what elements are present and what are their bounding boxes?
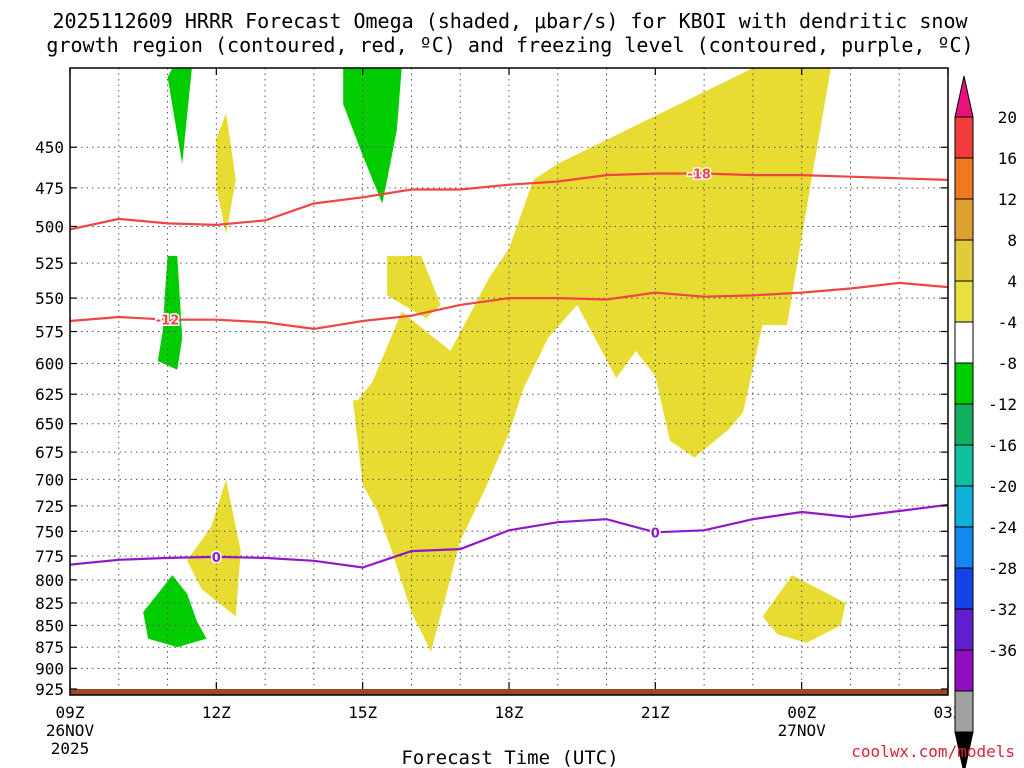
y-tick-label: 725 — [35, 497, 64, 516]
colorbar-swatch — [954, 567, 974, 610]
colorbar-label: -16 — [988, 436, 1017, 455]
colorbar-top-arrow — [954, 75, 974, 118]
x-tick-label: 15Z — [348, 703, 377, 722]
y-tick-label: 825 — [35, 594, 64, 613]
x-tick-year: 2025 — [51, 739, 90, 758]
contour-line--12 — [70, 281, 948, 331]
site-credit: coolwx.com/models — [851, 742, 1015, 761]
colorbar-label: 4 — [1007, 272, 1017, 291]
x-axis-label: Forecast Time (UTC) — [401, 747, 618, 768]
y-tick-label: 525 — [35, 254, 64, 273]
colorbar-bottom-arrow — [954, 731, 974, 768]
y-tick-label: 475 — [35, 179, 64, 198]
y-tick-label: 550 — [35, 289, 64, 308]
y-tick-label: 750 — [35, 522, 64, 541]
colorbar-swatch — [954, 198, 974, 241]
colorbar-label: 12 — [998, 190, 1017, 209]
omega-region-sink-4 — [143, 575, 207, 648]
contour-label: 0 — [651, 526, 660, 541]
x-tick-label: 00Z — [787, 703, 816, 722]
contour-line--18 — [70, 172, 948, 231]
colorbar-swatch — [954, 485, 974, 528]
colorbar-label: -12 — [988, 395, 1017, 414]
y-tick-label: 800 — [35, 571, 64, 590]
colorbar-label: -20 — [988, 477, 1017, 496]
x-tick-label: 18Z — [495, 703, 524, 722]
colorbar-swatch — [954, 280, 974, 323]
colorbar-swatch — [954, 608, 974, 651]
colorbar-swatch — [954, 157, 974, 200]
colorbar-label: 20 — [998, 108, 1017, 127]
y-tick-label: 875 — [35, 638, 64, 657]
y-tick-label: 850 — [35, 616, 64, 635]
y-tick-label: 600 — [35, 355, 64, 374]
x-tick-date: 26NOV — [46, 721, 95, 740]
omega-colorbar: 20 16 12 8 4 -4 -8 -12 -16 -20 -24 -28 -32 -36 — [954, 75, 1017, 768]
omega-region-rise-2 — [387, 255, 441, 319]
colorbar-swatch — [954, 362, 974, 405]
colorbar-swatch — [954, 526, 974, 569]
ground-surface-strip — [70, 689, 948, 695]
colorbar-swatch — [954, 649, 974, 692]
y-tick-label: 700 — [35, 470, 64, 489]
colorbar-label: -24 — [988, 518, 1017, 537]
colorbar-label: -36 — [988, 641, 1017, 660]
x-tick-label: 21Z — [641, 703, 670, 722]
x-tick-label: 12Z — [202, 703, 231, 722]
colorbar-label: -28 — [988, 559, 1017, 578]
omega-region-sink-3 — [343, 68, 402, 204]
omega-region-sink-1 — [167, 68, 192, 164]
colorbar-swatch — [954, 444, 974, 487]
y-tick-label: 775 — [35, 547, 64, 566]
y-tick-label: 625 — [35, 385, 64, 404]
contour-label: 0 — [212, 551, 221, 566]
y-tick-label: 925 — [35, 680, 64, 699]
x-tick-date: 27NOV — [778, 721, 827, 740]
omega-shading-layer — [143, 68, 846, 652]
omega-region-rise-3 — [187, 479, 241, 617]
colorbar-label: -32 — [988, 600, 1017, 619]
contour-label: -18 — [687, 167, 711, 182]
colorbar-label: 8 — [1007, 231, 1017, 250]
y-tick-label: 575 — [35, 323, 64, 342]
y-tick-label: 500 — [35, 217, 64, 236]
omega-region-rise-4 — [352, 68, 831, 652]
colorbar-swatch — [954, 321, 974, 364]
colorbar-swatch — [954, 403, 974, 446]
colorbar-label: -8 — [998, 354, 1017, 373]
chart-title-line-2: growth region (contoured, red, ºC) and f… — [46, 33, 973, 57]
colorbar-label: 16 — [998, 149, 1017, 168]
contour-line-0 — [70, 503, 948, 569]
y-tick-label: 450 — [35, 138, 64, 157]
colorbar-swatch — [954, 239, 974, 282]
colorbar-swatch — [954, 116, 974, 159]
x-tick-label: 09Z — [56, 703, 85, 722]
omega-region-rise-1 — [216, 113, 236, 234]
y-tick-label: 900 — [35, 659, 64, 678]
y-tick-label: 650 — [35, 415, 64, 434]
y-tick-label: 675 — [35, 443, 64, 462]
omega-region-rise-5 — [762, 575, 846, 643]
chart-title-line-1: 2025112609 HRRR Forecast Omega (shaded, … — [52, 9, 968, 33]
grid-lines — [70, 68, 948, 689]
colorbar-label: -4 — [998, 313, 1017, 332]
pressure-axis: 450 475 500 525 550 575 600 625 650 675 700 725 750 7… — [35, 138, 948, 699]
colorbar-swatch — [954, 690, 974, 733]
omega-region-sink-2 — [157, 255, 183, 370]
temperature-contours: -18 -12 0 0 — [70, 166, 948, 569]
contour-label: -12 — [156, 314, 180, 329]
